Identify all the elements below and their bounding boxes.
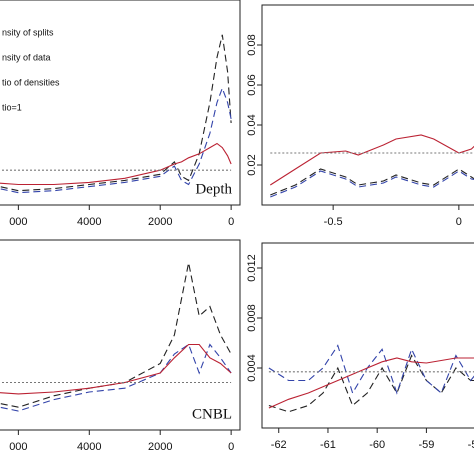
plot-frame <box>261 242 474 429</box>
x-tick-label: 2000 <box>148 441 172 453</box>
panel-label: CNBL <box>192 406 232 422</box>
density-line <box>268 357 474 409</box>
density-line <box>268 344 474 395</box>
y-tick-label: 0.08 <box>246 34 258 55</box>
x-tick-label: -60 <box>369 439 385 451</box>
x-tick-label: -0.5 <box>324 216 343 228</box>
x-tick-label: 4000 <box>77 441 101 453</box>
density-line <box>268 354 474 413</box>
y-tick-label: 0.06 <box>246 74 258 95</box>
density-line <box>0 142 232 186</box>
panel-label: Depth <box>195 181 232 197</box>
plot-frame <box>0 239 241 431</box>
density-line <box>270 170 474 198</box>
legend-label: tio=1 <box>2 102 22 112</box>
density-line <box>0 86 232 194</box>
plot-frame <box>261 4 474 206</box>
x-tick-label: 0 <box>228 216 234 228</box>
density-line <box>0 343 232 412</box>
y-tick-label: 0.008 <box>246 304 258 332</box>
y-tick-label: 0.04 <box>246 114 258 135</box>
x-tick-label: 4000 <box>77 216 101 228</box>
y-tick-label: 0.02 <box>246 154 258 175</box>
density-line <box>0 262 232 408</box>
plot-frame <box>0 0 241 206</box>
legend-label: nsity of data <box>2 52 51 62</box>
legend-label: nsity of splits <box>2 27 54 37</box>
x-tick-label: -62 <box>271 439 287 451</box>
density-line <box>270 168 474 196</box>
x-tick-label: 000 <box>9 441 27 453</box>
density-line <box>0 343 232 395</box>
legend-label: tio of densities <box>2 77 60 87</box>
x-tick-label: 0 <box>456 216 462 228</box>
y-tick-label: 0.004 <box>246 354 258 382</box>
x-tick-label: 000 <box>9 216 27 228</box>
y-tick-label: 0.012 <box>246 254 258 282</box>
x-tick-label: 2000 <box>148 216 172 228</box>
x-tick-label: -61 <box>320 439 336 451</box>
density-line <box>270 134 474 186</box>
x-tick-label: -59 <box>418 439 434 451</box>
x-tick-label: 0 <box>228 441 234 453</box>
x-tick-label: -58 <box>468 439 474 451</box>
density-line <box>0 34 232 192</box>
